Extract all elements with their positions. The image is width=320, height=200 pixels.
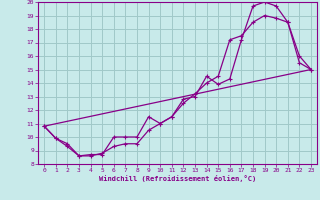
X-axis label: Windchill (Refroidissement éolien,°C): Windchill (Refroidissement éolien,°C)	[99, 175, 256, 182]
